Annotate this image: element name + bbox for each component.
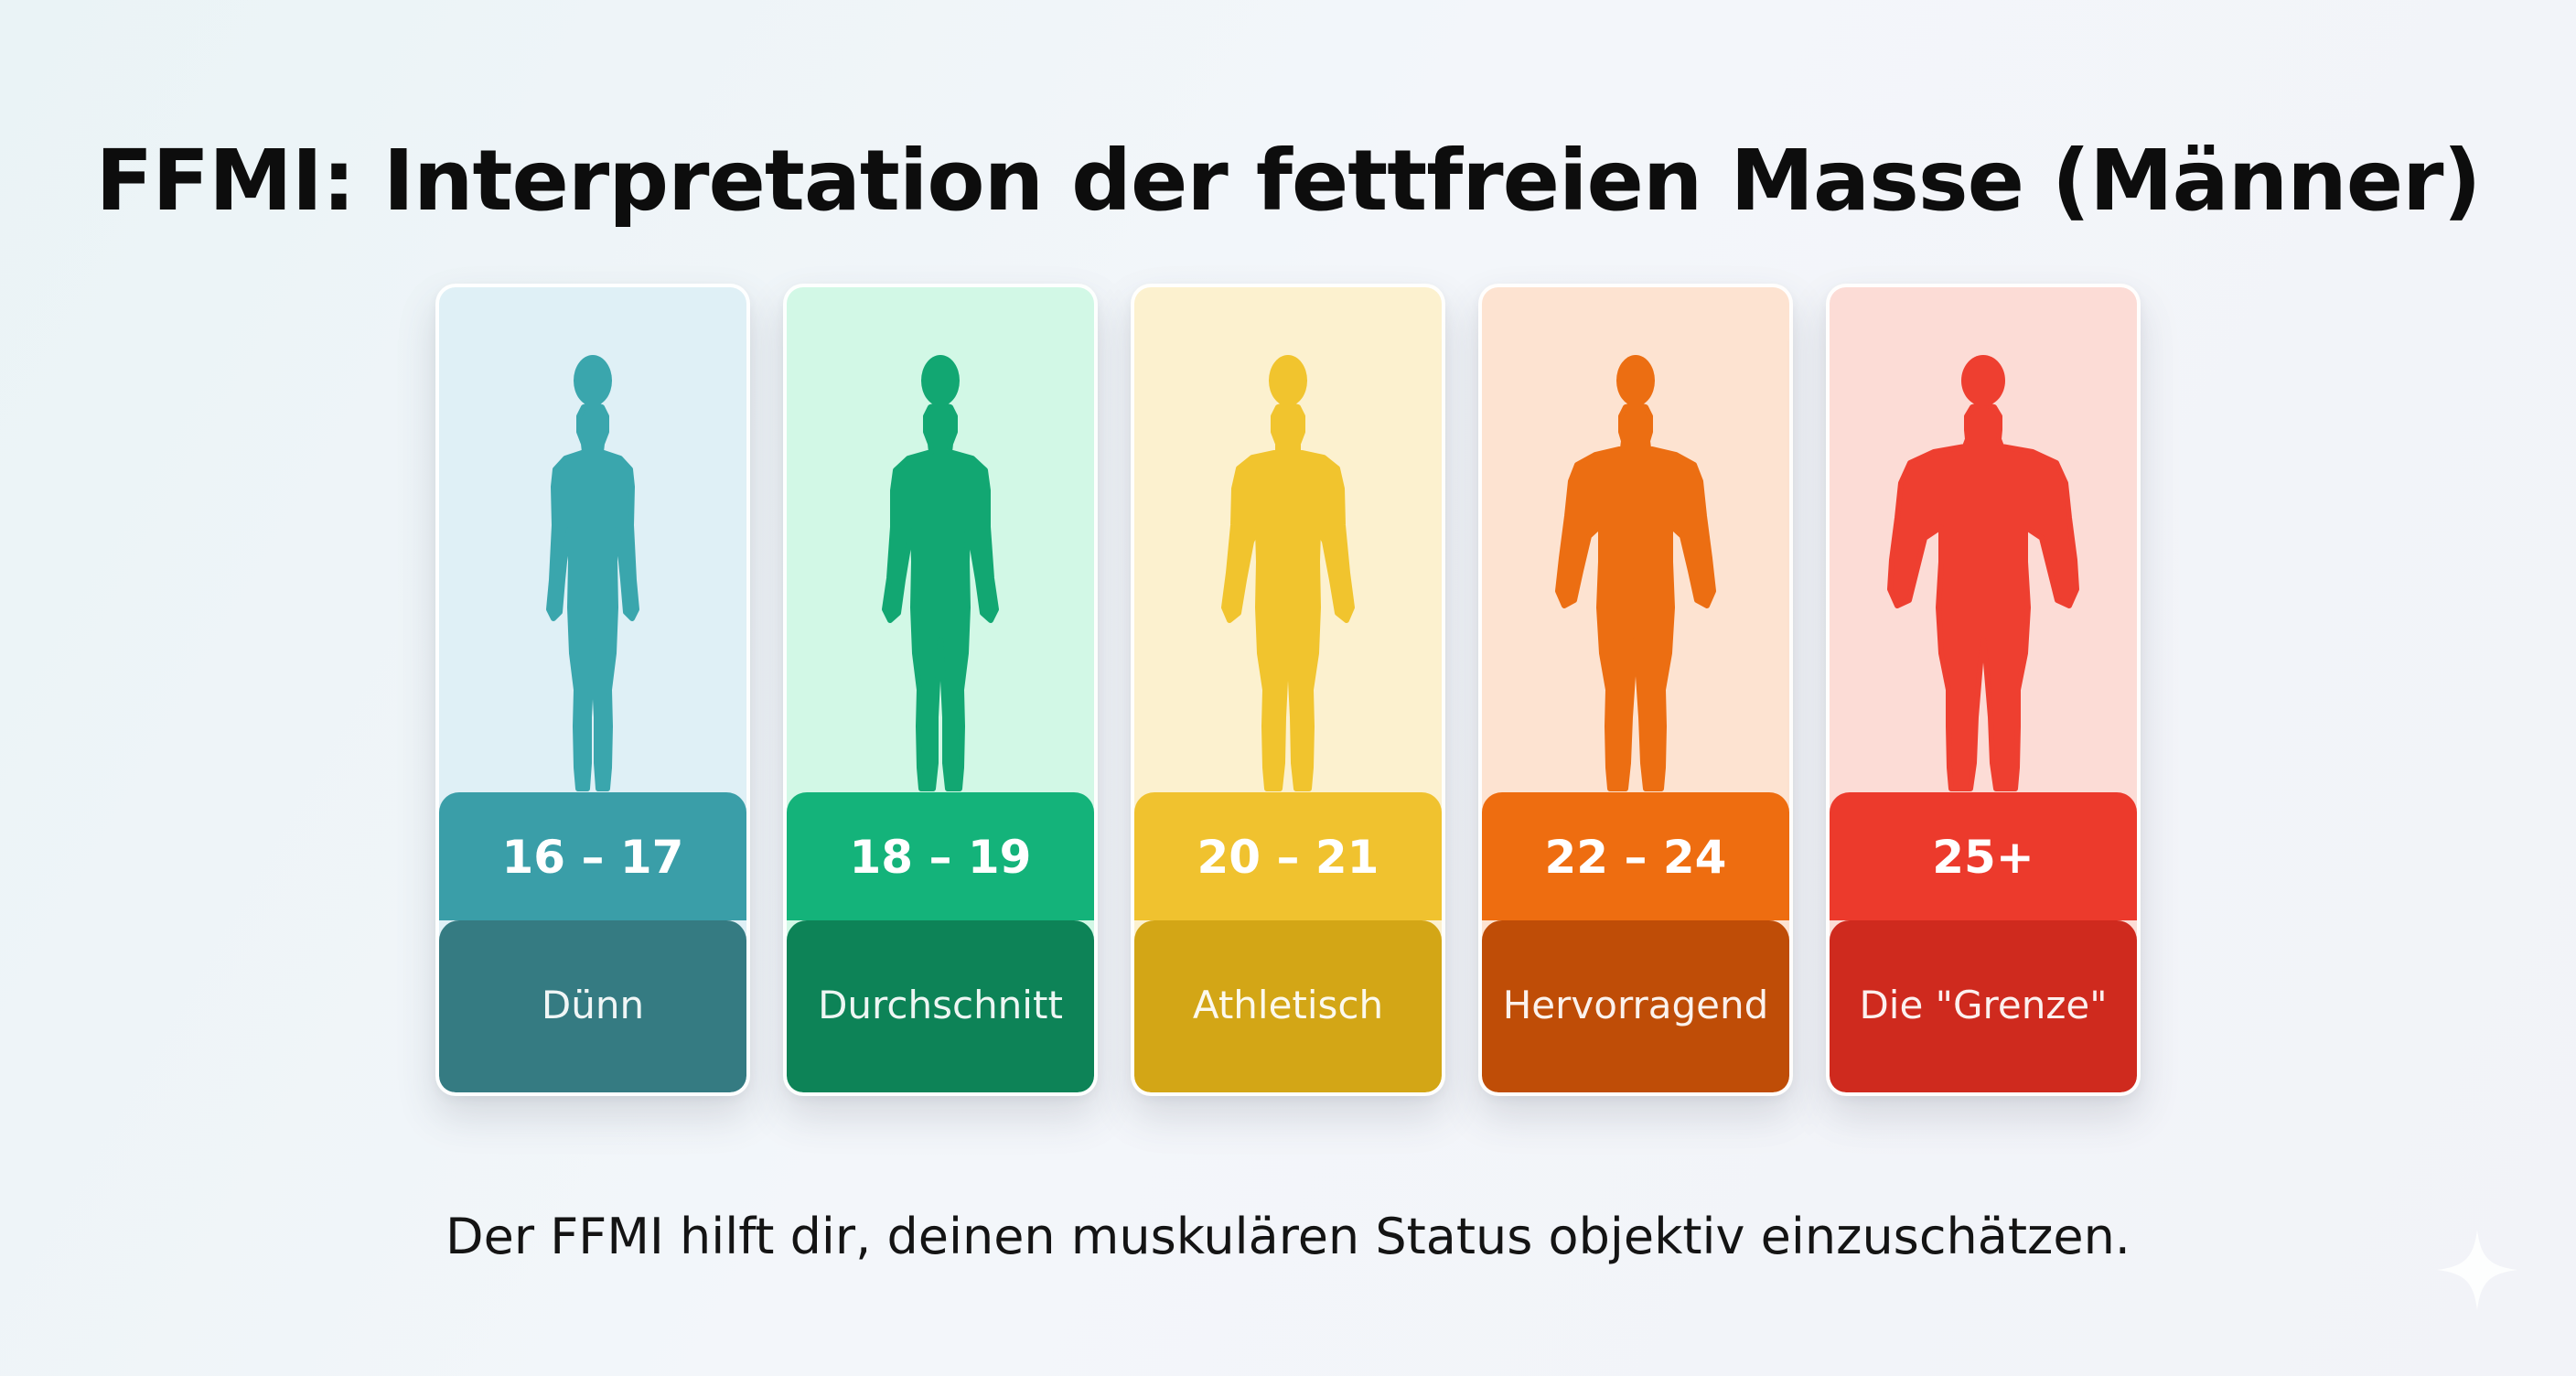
category-label-box: Durchschnitt xyxy=(787,920,1094,1092)
figure-area xyxy=(1482,287,1789,792)
athletic-body-silhouette-icon xyxy=(1221,355,1355,791)
category-card-hervorragend: 22 – 24 Hervorragend xyxy=(1478,284,1793,1096)
figure-area xyxy=(1830,287,2137,792)
page-title: FFMI: Interpretation der fettfreien Mass… xyxy=(95,132,2481,230)
slim-body-silhouette-icon xyxy=(546,355,639,791)
category-label: Die "Grenze" xyxy=(1859,983,2108,1027)
category-label-box: Athletisch xyxy=(1134,920,1442,1092)
ffmi-range-value: 25+ xyxy=(1932,831,2034,884)
category-card-durchschnitt: 18 – 19 Durchschnitt xyxy=(783,284,1098,1096)
muscular-body-silhouette-icon xyxy=(1555,355,1716,791)
ffmi-range-badge: 20 – 21 xyxy=(1134,792,1442,920)
category-card-athletisch: 20 – 21 Athletisch xyxy=(1131,284,1445,1096)
ffmi-range-badge: 18 – 19 xyxy=(787,792,1094,920)
average-body-silhouette-icon xyxy=(882,355,999,791)
ffmi-range-badge: 16 – 17 xyxy=(439,792,746,920)
ffmi-range-value: 18 – 19 xyxy=(849,831,1032,884)
category-label: Dünn xyxy=(541,983,645,1027)
massive-body-silhouette-icon xyxy=(1887,355,2079,791)
ffmi-range-badge: 22 – 24 xyxy=(1482,792,1789,920)
footer-caption: Der FFMI hilft dir, deinen muskulären St… xyxy=(445,1208,2131,1265)
category-card-grenze: 25+ Die "Grenze" xyxy=(1826,284,2141,1096)
category-label: Durchschnitt xyxy=(818,983,1063,1027)
figure-area xyxy=(787,287,1094,792)
sparkle-icon xyxy=(2436,1229,2518,1311)
category-label: Hervorragend xyxy=(1502,983,1769,1027)
ffmi-range-badge: 25+ xyxy=(1830,792,2137,920)
ffmi-range-value: 22 – 24 xyxy=(1544,831,1727,884)
category-label-box: Hervorragend xyxy=(1482,920,1789,1092)
category-card-duenn: 16 – 17 Dünn xyxy=(435,284,750,1096)
ffmi-range-value: 16 – 17 xyxy=(501,831,684,884)
category-label-box: Dünn xyxy=(439,920,746,1092)
category-label-box: Die "Grenze" xyxy=(1830,920,2137,1092)
category-label: Athletisch xyxy=(1192,983,1384,1027)
figure-area xyxy=(439,287,746,792)
ffmi-range-value: 20 – 21 xyxy=(1197,831,1379,884)
figure-area xyxy=(1134,287,1442,792)
